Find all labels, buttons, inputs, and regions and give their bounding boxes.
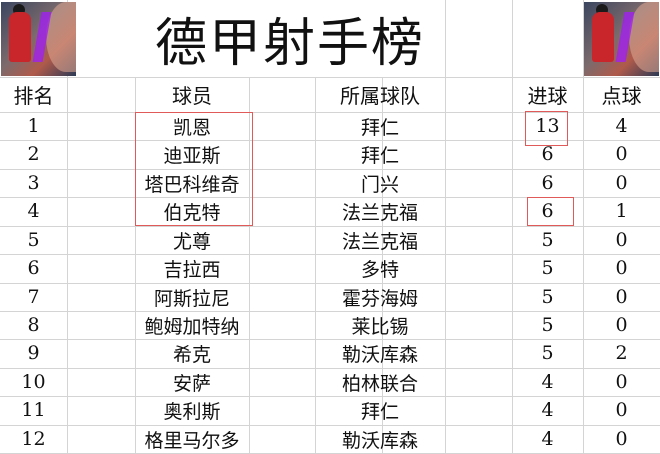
grid-line [0,339,660,340]
cell-penalties[interactable]: 0 [615,371,628,393]
cell-rank[interactable]: 2 [27,143,40,165]
cell-goals[interactable]: 6 [541,143,554,165]
cell-penalties[interactable]: 0 [615,229,628,251]
grid-line [0,197,660,198]
cell-goals[interactable]: 5 [541,257,554,279]
grid-line [0,425,660,426]
cell-penalties[interactable]: 0 [615,143,628,165]
header-penalties: 点球 [601,84,642,108]
cell-player[interactable]: 阿斯拉尼 [153,287,230,310]
cell-player[interactable]: 尤尊 [172,230,211,253]
cell-rank[interactable]: 4 [27,200,40,222]
cell-player[interactable]: 格里马尔多 [144,429,240,452]
cell-team[interactable]: 霍芬海姆 [341,287,418,310]
cell-player[interactable]: 伯克特 [163,201,221,224]
cell-rank[interactable]: 1 [27,115,40,137]
highlight-box-goals-13 [525,111,568,146]
cell-player[interactable]: 吉拉西 [163,258,221,281]
cell-team[interactable]: 多特 [360,258,399,281]
cell-team[interactable]: 勒沃库森 [341,343,418,366]
cell-player[interactable]: 塔巴科维奇 [144,173,240,196]
cell-team[interactable]: 门兴 [360,173,399,196]
cell-team[interactable]: 拜仁 [360,144,399,167]
cell-player[interactable]: 奥利斯 [163,400,221,423]
header-player: 球员 [172,84,212,108]
header-rank: 排名 [13,84,54,108]
cell-goals[interactable]: 6 [541,200,554,222]
cell-team[interactable]: 拜仁 [360,116,399,139]
grid-line [0,77,660,78]
cell-team[interactable]: 拜仁 [360,400,399,423]
cell-team[interactable]: 莱比锡 [351,315,409,338]
cell-team[interactable]: 法兰克福 [341,201,418,224]
cell-penalties[interactable]: 4 [615,115,628,137]
grid-line [0,283,660,284]
cell-player[interactable]: 安萨 [172,372,211,395]
cell-team[interactable]: 柏林联合 [341,372,418,395]
highlight-box-goals-6 [527,197,574,226]
cell-player[interactable]: 凯恩 [172,116,211,139]
cell-penalties[interactable]: 0 [615,286,628,308]
cell-goals[interactable]: 5 [541,342,554,364]
cell-rank[interactable]: 3 [27,172,40,194]
cell-penalties[interactable]: 0 [615,428,628,450]
header-goals: 进球 [527,84,568,108]
cell-player[interactable]: 迪亚斯 [163,144,221,167]
anime-basketball-player-image [584,2,659,76]
grid-line [0,226,660,227]
cell-goals[interactable]: 6 [541,172,554,194]
highlight-box-players [135,112,253,226]
cell-rank[interactable]: 11 [21,399,46,421]
cell-goals[interactable]: 4 [541,371,554,393]
cell-rank[interactable]: 6 [27,257,40,279]
cell-team[interactable]: 勒沃库森 [341,429,418,452]
cell-goals[interactable]: 4 [541,399,554,421]
cell-penalties[interactable]: 0 [615,314,628,336]
grid-line [0,311,660,312]
cell-rank[interactable]: 10 [21,371,46,393]
cell-goals[interactable]: 5 [541,229,554,251]
grid-line [0,140,660,141]
cell-team[interactable]: 法兰克福 [341,230,418,253]
cell-rank[interactable]: 7 [27,286,40,308]
grid-line [0,368,660,369]
cell-rank[interactable]: 12 [21,428,46,450]
cell-rank[interactable]: 8 [27,314,40,336]
cell-goals[interactable]: 5 [541,286,554,308]
page-title: 德甲射手榜 [135,0,445,77]
grid-line [0,169,660,170]
cell-rank[interactable]: 9 [27,342,40,364]
cell-penalties[interactable]: 0 [615,399,628,421]
cell-penalties[interactable]: 0 [615,257,628,279]
header-team: 所属球队 [340,84,420,108]
grid-line [0,254,660,255]
cell-goals[interactable]: 4 [541,428,554,450]
anime-basketball-player-image [1,2,76,76]
cell-penalties[interactable]: 1 [615,200,628,222]
cell-rank[interactable]: 5 [27,229,40,251]
cell-player[interactable]: 鲍姆加特纳 [144,315,240,338]
grid-line [0,112,660,113]
cell-goals[interactable]: 5 [541,314,554,336]
cell-goals[interactable]: 13 [535,115,560,137]
cell-penalties[interactable]: 0 [615,172,628,194]
cell-penalties[interactable]: 2 [615,342,628,364]
grid-line [0,396,660,397]
cell-player[interactable]: 希克 [172,343,211,366]
